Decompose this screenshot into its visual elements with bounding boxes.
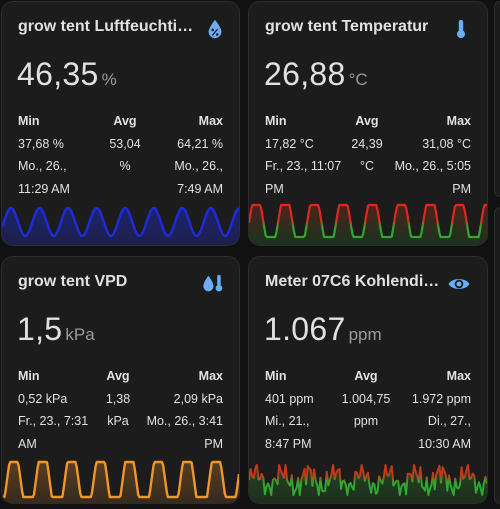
stat-max-value: 31,08 °C	[422, 136, 471, 151]
card-title: Meter 07C6 Kohlendio…	[265, 273, 443, 290]
stat-min-time: 11:29 AM	[18, 181, 70, 196]
stat-min-date: Fr., 23., 7:31	[18, 414, 89, 428]
stat-max-date: Mo., 26.,	[174, 159, 223, 173]
vpd-card[interactable]: grow tent VPD 1,5 kPa Min 0,52 kPa Fr., 2…	[1, 256, 240, 504]
graph-line	[249, 203, 487, 239]
graph-line	[2, 206, 239, 238]
current-value: 1.067 ppm	[264, 311, 382, 348]
stat-avg-label: Avg	[355, 114, 379, 128]
stat-max-time: PM	[452, 181, 471, 196]
graph-line	[249, 464, 487, 496]
graph-area	[2, 208, 239, 245]
stat-max-label: Max	[446, 114, 471, 128]
value-number: 26,88	[264, 56, 346, 92]
stat-min: Min 37,68 % Mo., 26., 11:29 AM	[18, 110, 70, 200]
value-unit: ppm	[348, 325, 382, 344]
thermometer-icon	[450, 18, 472, 40]
stat-min-time: PM	[265, 181, 284, 196]
stat-max-date: Di., 27.,	[427, 414, 471, 428]
stat-avg-value: 53,04	[109, 136, 141, 151]
stat-max-time: 10:30 AM	[418, 436, 471, 451]
stat-max-time: 7:49 AM	[177, 181, 223, 196]
stat-min-value: 17,82 °C	[265, 136, 314, 151]
current-value: 26,88 °C	[264, 56, 368, 93]
stat-avg: Avg 53,04 %	[100, 110, 150, 178]
stat-min-time: AM	[18, 436, 37, 451]
stat-max-date: Mo., 26., 5:05	[394, 159, 471, 173]
water-percent-icon	[204, 18, 226, 40]
stat-max-label: Max	[198, 114, 223, 128]
water-thermometer-icon	[200, 273, 223, 295]
stat-max-date: Mo., 26., 3:41	[146, 414, 223, 428]
stat-avg-label: Avg	[113, 114, 137, 128]
stat-avg-value: 24,39	[351, 136, 383, 151]
stat-max-value: 2,09 kPa	[173, 391, 223, 406]
value-unit: °C	[348, 70, 368, 89]
current-value: 1,5 kPa	[17, 311, 95, 348]
stat-max: Max 2,09 kPa Mo., 26., 3:41 PM	[147, 365, 223, 455]
stat-max-value: 1.972 ppm	[411, 391, 471, 406]
history-graph[interactable]	[2, 197, 239, 245]
stat-max: Max 1.972 ppm Di., 27., 10:30 AM	[412, 365, 471, 455]
stat-min-value: 401 ppm	[265, 391, 314, 406]
stat-max-value: 64,21 %	[177, 136, 223, 151]
stat-min-label: Min	[265, 369, 287, 383]
value-unit: kPa	[65, 325, 95, 344]
stat-max-time: PM	[204, 436, 223, 451]
stat-avg: Avg 1.004,75 ppm	[337, 365, 395, 433]
stat-min-date: Mo., 26.,	[18, 159, 67, 173]
card-title: grow tent Luftfeuchtig…	[18, 18, 196, 35]
stat-avg: Avg 1,38 kPa	[98, 365, 138, 433]
stat-min-label: Min	[18, 114, 40, 128]
history-graph[interactable]	[2, 455, 239, 503]
history-graph[interactable]	[249, 197, 487, 245]
stat-min-date: Fr., 23., 11:07	[265, 159, 342, 173]
humidity-card[interactable]: grow tent Luftfeuchtig… 46,35% Min 37,68…	[1, 1, 240, 246]
stat-min-date: Mi., 21.,	[265, 414, 310, 428]
stat-min-label: Min	[18, 369, 40, 383]
value-number: 1.067	[264, 311, 346, 347]
stat-max: Max 64,21 % Mo., 26., 7:49 AM	[174, 110, 223, 200]
current-value: 46,35%	[17, 56, 117, 93]
stat-min: Min 0,52 kPa Fr., 23., 7:31 AM	[18, 365, 88, 455]
card-title: grow tent VPD	[18, 273, 128, 290]
co2-card[interactable]: Meter 07C6 Kohlendio… 1.067 ppm Min 401 p…	[248, 256, 488, 504]
stat-max: Max 31,08 °C Mo., 26., 5:05 PM	[395, 110, 471, 200]
stat-max-label: Max	[198, 369, 223, 383]
stat-avg-unit: °C	[359, 159, 375, 173]
value-number: 46,35	[17, 56, 99, 92]
stat-avg-value: 1,38	[105, 391, 131, 406]
stat-avg-label: Avg	[106, 369, 130, 383]
stat-avg-label: Avg	[354, 369, 378, 383]
stat-min-label: Min	[265, 114, 287, 128]
stat-min: Min 401 ppm Mi., 21., 8:47 PM	[265, 365, 314, 455]
card-title: grow tent Temperatur	[265, 18, 429, 35]
stat-avg-unit: %	[119, 159, 131, 173]
stat-max-label: Max	[446, 369, 471, 383]
stat-min-time: 8:47 PM	[265, 436, 312, 451]
history-graph[interactable]	[249, 455, 487, 503]
value-number: 1,5	[17, 311, 63, 347]
stat-min-value: 37,68 %	[18, 136, 64, 151]
stat-avg-unit: ppm	[353, 414, 379, 428]
eye-icon	[447, 273, 470, 295]
stat-avg-unit: kPa	[107, 414, 129, 428]
graph-line	[2, 460, 239, 499]
temperature-card[interactable]: grow tent Temperatur 26,88 °C Min 17,82 °…	[248, 1, 488, 246]
stat-avg-value: 1.004,75	[341, 391, 391, 406]
value-unit: %	[101, 70, 117, 89]
offscreen-card-edge	[494, 1, 500, 197]
stat-avg: Avg 24,39 °C	[344, 110, 390, 178]
stat-min: Min 17,82 °C Fr., 23., 11:07 PM	[265, 110, 341, 200]
offscreen-card-edge	[494, 207, 500, 504]
stat-min-value: 0,52 kPa	[18, 391, 68, 406]
